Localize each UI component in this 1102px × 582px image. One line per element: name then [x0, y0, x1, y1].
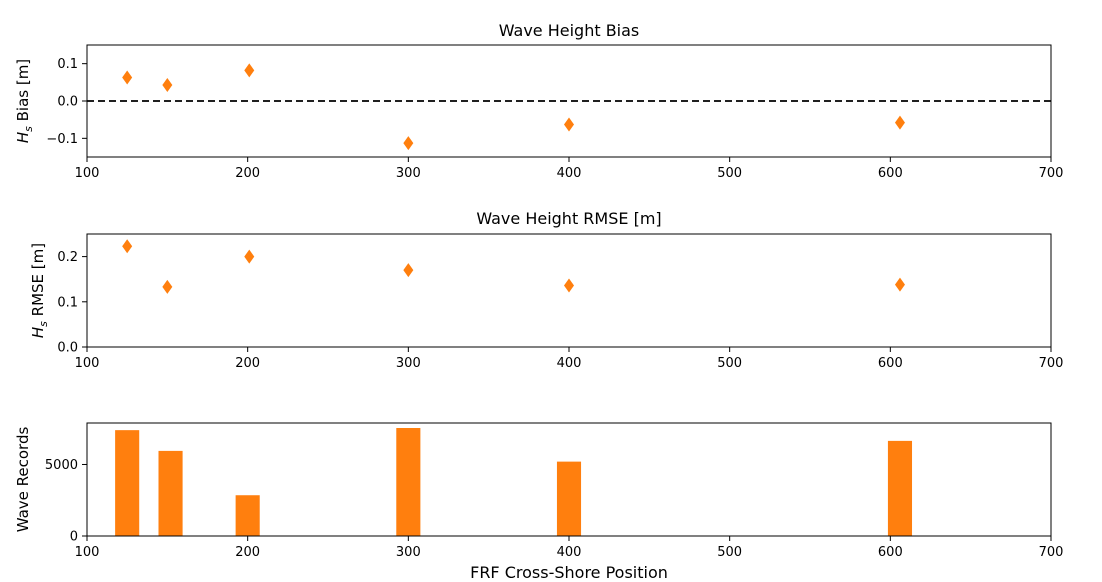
chart-1-ytick-label-1: 0.1	[57, 295, 78, 310]
chart-0-point-4	[564, 117, 574, 132]
chart-2-xtick-label-5: 600	[878, 545, 903, 560]
chart-0-point-1	[162, 77, 173, 92]
chart-0-xtick-label-5: 600	[878, 166, 903, 181]
chart-0-ylabel-symbol: H	[14, 132, 32, 143]
chart-1-ytick-label-0: 0.0	[57, 341, 78, 356]
chart-0-ylabel-text: Bias [m]	[14, 59, 32, 126]
chart-0-point-0	[122, 70, 133, 85]
chart-1-ylabel-text: RMSE [m]	[29, 243, 47, 321]
chart-0-ylabel: Hs Bias [m]	[14, 59, 35, 143]
chart-1-xtick-label-4: 500	[717, 356, 742, 371]
chart-2-xtick-label-6: 700	[1039, 545, 1064, 560]
chart-0-ytick-label-1: 0.0	[57, 95, 78, 110]
chart-2-xtick-label-3: 400	[557, 545, 582, 560]
chart-2-ytick-label-1: 5000	[45, 458, 78, 473]
chart-1-point-2	[244, 249, 255, 264]
chart-0-xtick-label-2: 300	[396, 166, 421, 181]
chart-2-ytick-label-0: 0	[70, 530, 78, 545]
chart-2-xlabel: FRF Cross-Shore Position	[470, 563, 668, 582]
chart-0-point-2	[244, 63, 255, 78]
records-panel: 100 200 300 400 500 600 700 0 5000 Wave Records FR…	[14, 422, 1064, 582]
rmse-panel: 100 200 300 400 500 600 700 0.0 0.1 0.2 Wave Heigh…	[29, 209, 1063, 371]
chart-1-ytick-label-2: 0.2	[57, 250, 78, 265]
chart-1-xtick-label-1: 200	[235, 356, 260, 371]
chart-2-xtick-label-0: 100	[75, 545, 100, 560]
chart-2-xtick-label-1: 200	[235, 545, 260, 560]
chart-1-point-0	[122, 239, 133, 254]
bias-panel: 100 200 300 400 500 600 700 −0.1 0.0 0.1 Wave Heig…	[14, 21, 1063, 181]
chart-0-xtick-label-3: 400	[557, 166, 582, 181]
chart-0-title: Wave Height Bias	[499, 21, 640, 40]
chart-1-xtick-label-2: 300	[396, 356, 421, 371]
chart-0-ytick-label-0: −0.1	[46, 132, 78, 147]
chart-2-bar-0	[115, 430, 140, 536]
chart-1-point-3	[403, 263, 414, 278]
chart-1-ylabel: Hs RMSE [m]	[29, 243, 50, 338]
chart-1-ylabel-symbol: H	[29, 327, 47, 338]
chart-0-ytick-label-2: 0.1	[57, 57, 78, 72]
chart-1-xtick-label-0: 100	[75, 356, 100, 371]
chart-0-xtick-label-4: 500	[717, 166, 742, 181]
chart-0-xtick-label-0: 100	[75, 166, 100, 181]
chart-1-xtick-label-6: 700	[1039, 356, 1064, 371]
chart-1-title: Wave Height RMSE [m]	[476, 209, 661, 228]
chart-0-ylabel-subscript: s	[22, 126, 35, 132]
chart-0-point-3	[403, 136, 414, 151]
chart-2-bar-5	[887, 440, 913, 536]
chart-2-xtick-label-2: 300	[396, 545, 421, 560]
chart-0-xtick-label-1: 200	[235, 166, 260, 181]
chart-2-bar-1	[158, 450, 183, 536]
chart-2-ylabel: Wave Records	[14, 427, 32, 533]
chart-1-point-5	[894, 277, 905, 292]
chart-1-xtick-label-3: 400	[557, 356, 582, 371]
chart-1-point-1	[162, 279, 173, 294]
chart-1-ylabel-subscript: s	[37, 321, 50, 327]
chart-2-bar-4	[556, 461, 582, 536]
chart-2-bar-3	[396, 428, 421, 536]
chart-0-xtick-label-6: 700	[1039, 166, 1064, 181]
chart-1-point-4	[564, 278, 574, 293]
chart-0-point-5	[894, 115, 905, 130]
chart-2-bar-2	[235, 495, 260, 536]
chart-1-xtick-label-5: 600	[878, 356, 903, 371]
chart-2-xtick-label-4: 500	[717, 545, 742, 560]
